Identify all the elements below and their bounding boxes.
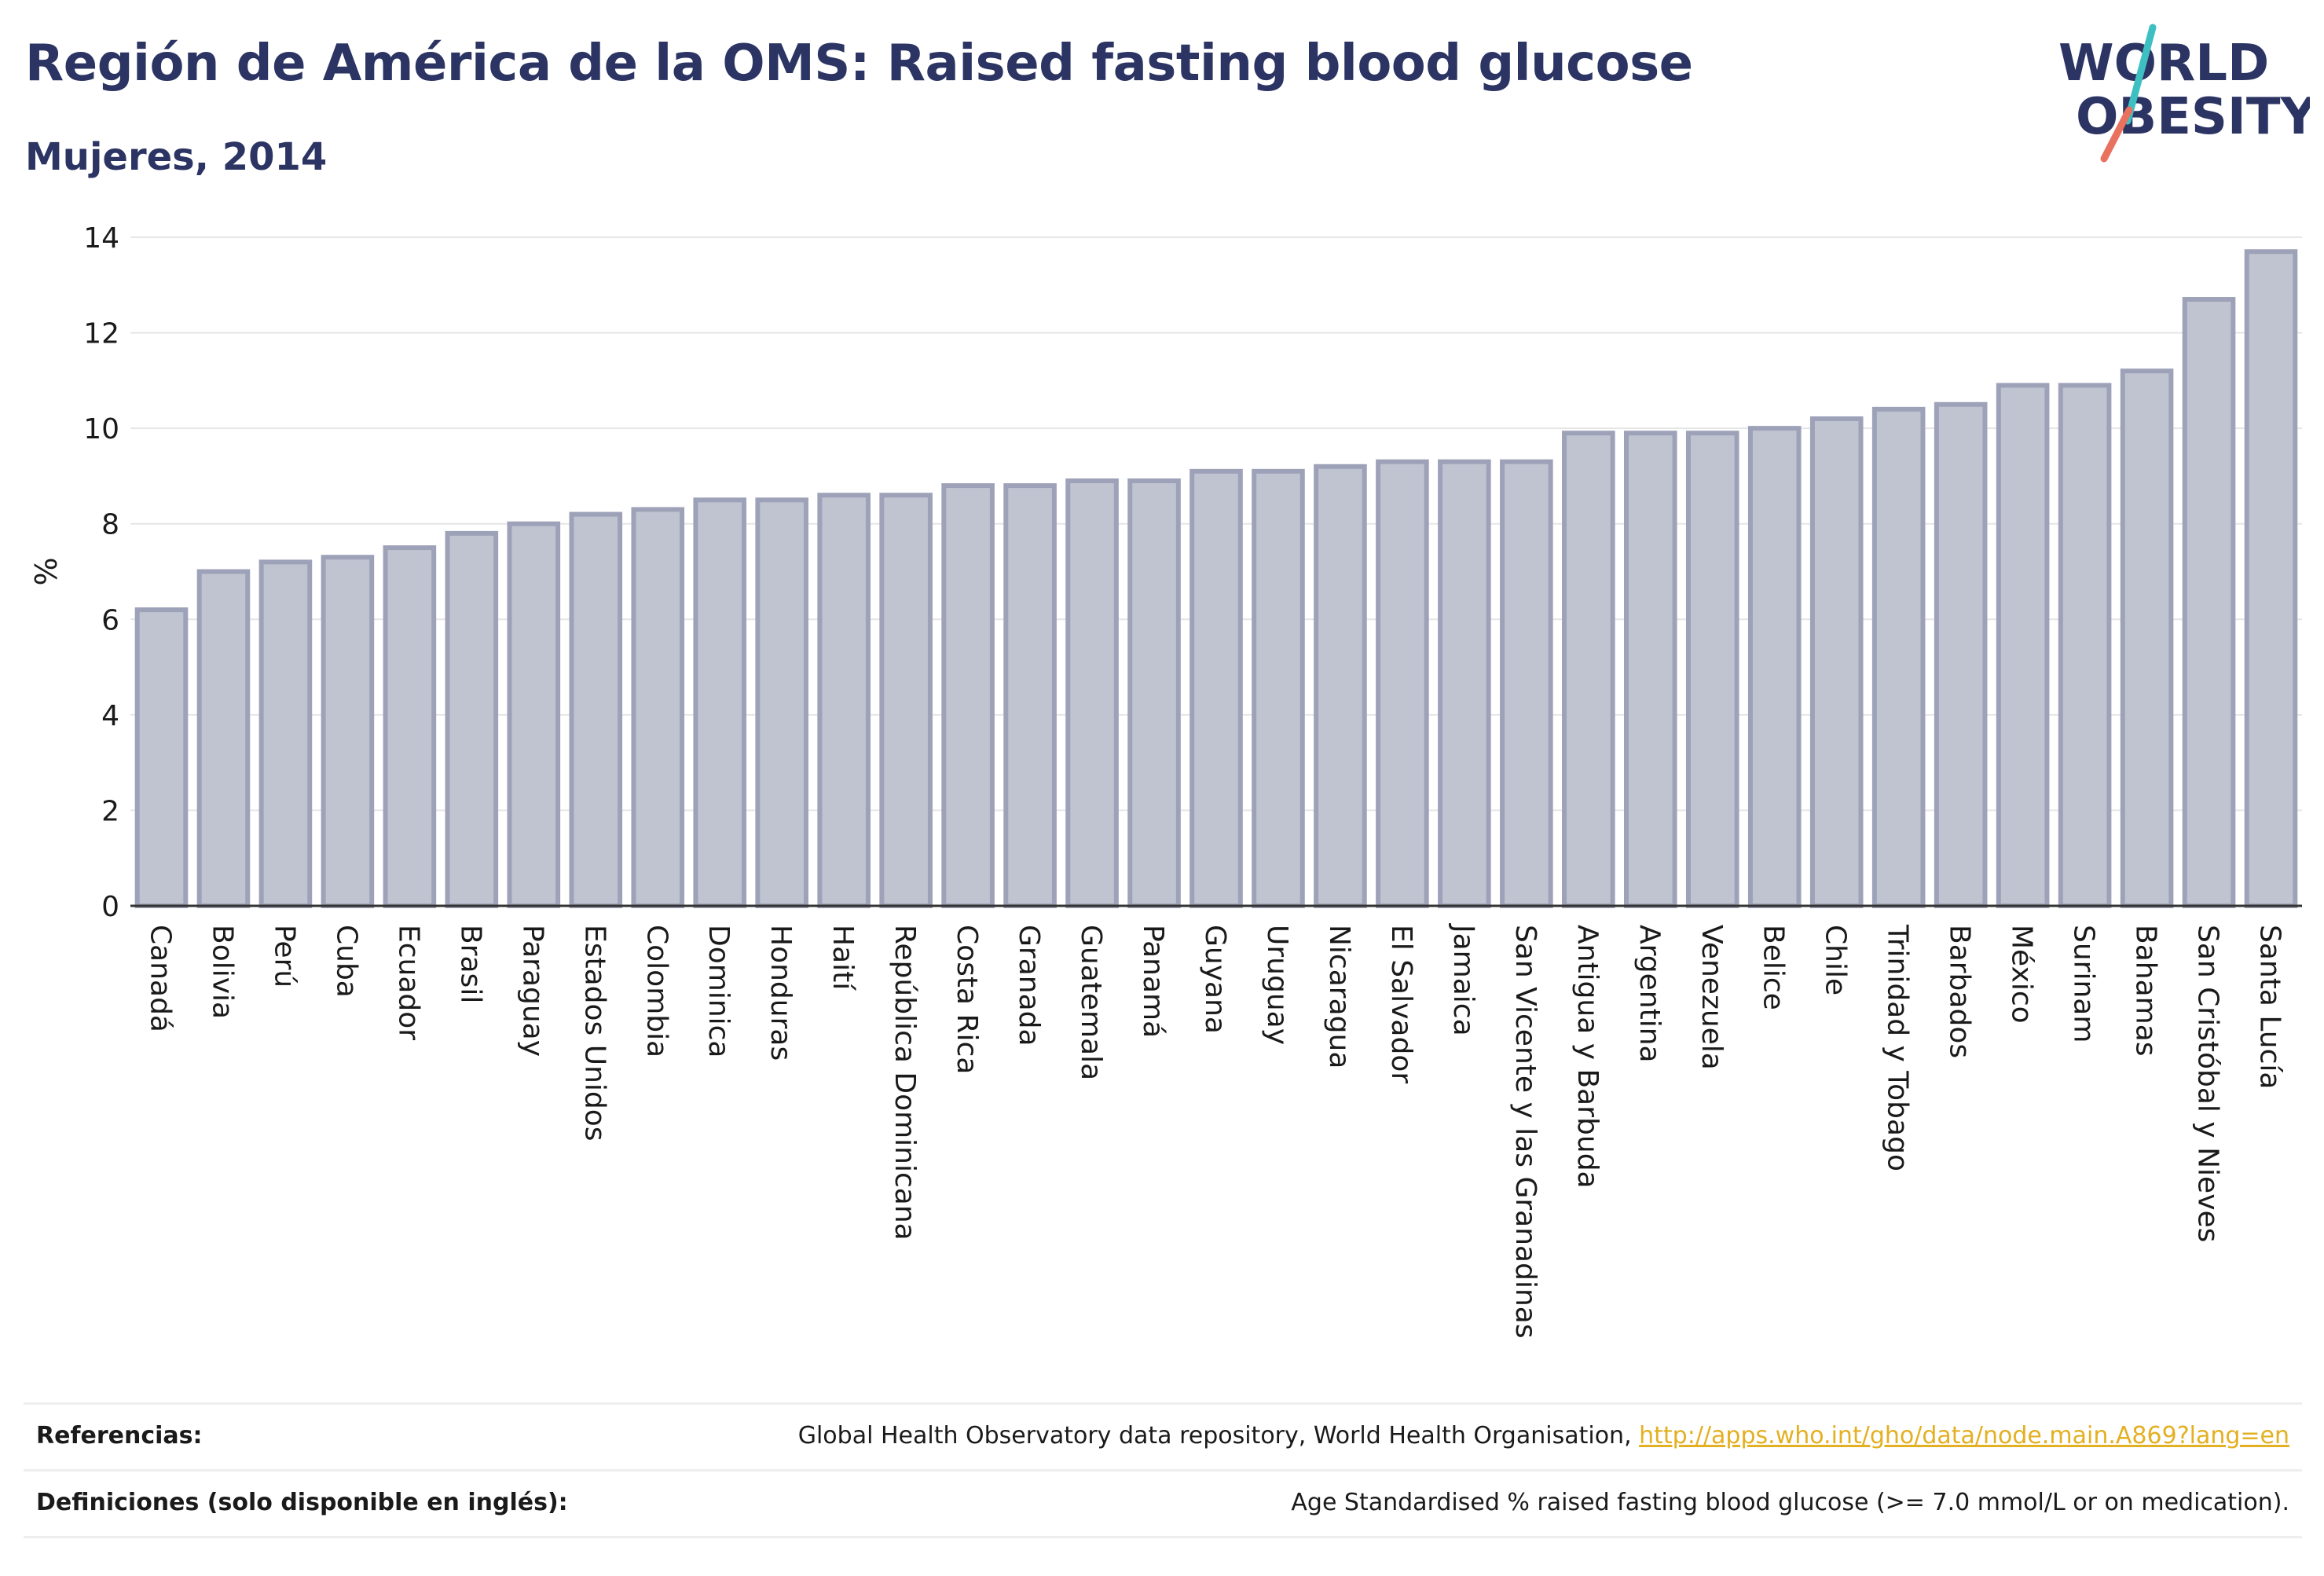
bar[interactable]: [1189, 468, 1243, 908]
x-tick-label: Jamaica: [1447, 923, 1479, 1036]
y-tick-label: 4: [101, 700, 119, 732]
x-tick-label: Bolivia: [206, 925, 238, 1019]
x-tick-label: Haití: [827, 925, 859, 991]
x-tick-label: Antigua y Barbuda: [1571, 925, 1604, 1189]
x-tick-label: Chile: [1820, 925, 1852, 995]
bar[interactable]: [1252, 468, 1305, 908]
x-tick-label: Surinam: [2068, 925, 2100, 1043]
x-tick-label: México: [2006, 925, 2038, 1024]
logo-slash-teal: [2124, 24, 2157, 125]
x-tick-label: Brasil: [454, 925, 486, 1003]
definitions-row: Definiciones (solo disponible en inglés)…: [24, 1469, 2302, 1538]
logo-line-world: WORLD: [2058, 35, 2269, 93]
bar[interactable]: [258, 559, 313, 908]
x-tick-label: Estados Unidos: [578, 925, 610, 1142]
y-tick-label: 2: [101, 795, 119, 827]
bar[interactable]: [1624, 431, 1677, 908]
x-tick-label: Santa Lucía: [2254, 925, 2286, 1089]
bar[interactable]: [1438, 459, 1491, 908]
bar[interactable]: [1934, 401, 1988, 908]
y-tick-labels: 0 2 4 6 8 10 12 14: [83, 222, 119, 923]
y-tick-label: 0: [101, 891, 119, 923]
bar[interactable]: [134, 607, 189, 909]
x-tick-label: El Salvador: [1385, 925, 1417, 1083]
world-obesity-logo[interactable]: WORLD OBESITY: [2043, 24, 2310, 165]
bars: [134, 249, 2298, 909]
x-tick-label: Venezuela: [1695, 925, 1728, 1070]
chart-title: Región de América de la OMS: Raised fast…: [25, 35, 1693, 93]
bar[interactable]: [1809, 416, 1864, 908]
y-tick-label: 10: [83, 413, 119, 445]
x-tick-label: Dominica: [702, 925, 735, 1058]
definitions-text: Age Standardised % raised fasting blood …: [1291, 1489, 2289, 1516]
x-tick-label: San Cristóbal y Nieves: [2192, 925, 2224, 1242]
bar[interactable]: [693, 497, 747, 908]
x-tick-label: Nicaragua: [1323, 925, 1355, 1068]
y-tick-label: 12: [83, 318, 119, 350]
bar[interactable]: [2182, 297, 2236, 908]
bar[interactable]: [1376, 459, 1429, 908]
references-row: Referencias: Global Health Observatory d…: [24, 1402, 2302, 1469]
x-tick-labels: Canadá Bolivia Perú Cuba Ecuador Brasil Paragu…: [144, 923, 2286, 1339]
x-tick-label: Ecuador: [392, 925, 424, 1040]
bar[interactable]: [445, 530, 499, 908]
bar[interactable]: [1314, 464, 1367, 908]
x-tick-label: Trinidad y Tobago: [1882, 924, 1914, 1171]
bar[interactable]: [1871, 406, 1926, 908]
x-tick-label: Argentina: [1633, 925, 1666, 1063]
x-tick-label: República Dominicana: [889, 925, 921, 1241]
chart-subtitle: Mujeres, 2014: [25, 135, 328, 179]
references-label: Referencias:: [36, 1422, 203, 1450]
references-value: Global Health Observatory data repositor…: [798, 1422, 2289, 1450]
bar[interactable]: [196, 569, 251, 908]
bar[interactable]: [321, 555, 375, 908]
bar[interactable]: [383, 545, 437, 908]
bar[interactable]: [817, 493, 871, 908]
y-axis-label: %: [29, 557, 64, 585]
bar[interactable]: [569, 511, 623, 908]
references-text: Global Health Observatory data repositor…: [797, 1422, 1640, 1450]
x-tick-label: Belice: [1758, 925, 1790, 1010]
references-link[interactable]: http://apps.who.int/gho/data/node.main.A…: [1639, 1422, 2289, 1450]
bar[interactable]: [1685, 431, 1739, 908]
x-tick-label: Paraguay: [516, 925, 548, 1057]
footer-table: Referencias: Global Health Observatory d…: [24, 1402, 2302, 1538]
bar[interactable]: [1996, 383, 2050, 908]
y-tick-label: 6: [101, 604, 119, 636]
x-tick-label: Uruguay: [1261, 925, 1293, 1045]
bar[interactable]: [2120, 368, 2174, 908]
x-tick-label: San Vicente y las Granadinas: [1509, 925, 1541, 1339]
bar[interactable]: [1562, 431, 1615, 908]
x-tick-label: Granada: [1013, 925, 1045, 1046]
bar[interactable]: [2244, 249, 2298, 908]
bar[interactable]: [1500, 459, 1553, 908]
bar[interactable]: [507, 521, 561, 908]
x-tick-label: Panamá: [1137, 925, 1169, 1038]
bar[interactable]: [2058, 383, 2112, 908]
bar[interactable]: [631, 507, 685, 908]
bar[interactable]: [941, 483, 995, 908]
bar[interactable]: [755, 497, 808, 908]
x-tick-label: Bahamas: [2130, 925, 2162, 1057]
x-tick-label: Honduras: [764, 925, 797, 1061]
definitions-label: Definiciones (solo disponible en inglés)…: [36, 1489, 568, 1516]
x-tick-label: Costa Rica: [951, 925, 983, 1074]
x-tick-label: Guatemala: [1075, 925, 1107, 1080]
x-tick-label: Canadá: [144, 925, 176, 1032]
x-tick-label: Guyana: [1199, 925, 1231, 1034]
bar-chart: 0 2 4 6 8 10 12 14 Canadá Bolivia Perú Cuba Ecuador…: [29, 222, 2302, 1339]
x-tick-label: Perú: [268, 925, 300, 988]
bar[interactable]: [1127, 478, 1181, 908]
y-tick-label: 8: [101, 509, 119, 541]
x-tick-label: Cuba: [330, 925, 362, 998]
x-tick-label: Colombia: [640, 925, 673, 1057]
bar[interactable]: [1065, 478, 1119, 908]
bar[interactable]: [879, 493, 933, 908]
y-tick-label: 14: [83, 222, 119, 255]
x-tick-label: Barbados: [1944, 925, 1976, 1058]
bar[interactable]: [1003, 483, 1057, 908]
logo-slash-coral: [2100, 106, 2133, 163]
bar[interactable]: [1747, 426, 1802, 908]
